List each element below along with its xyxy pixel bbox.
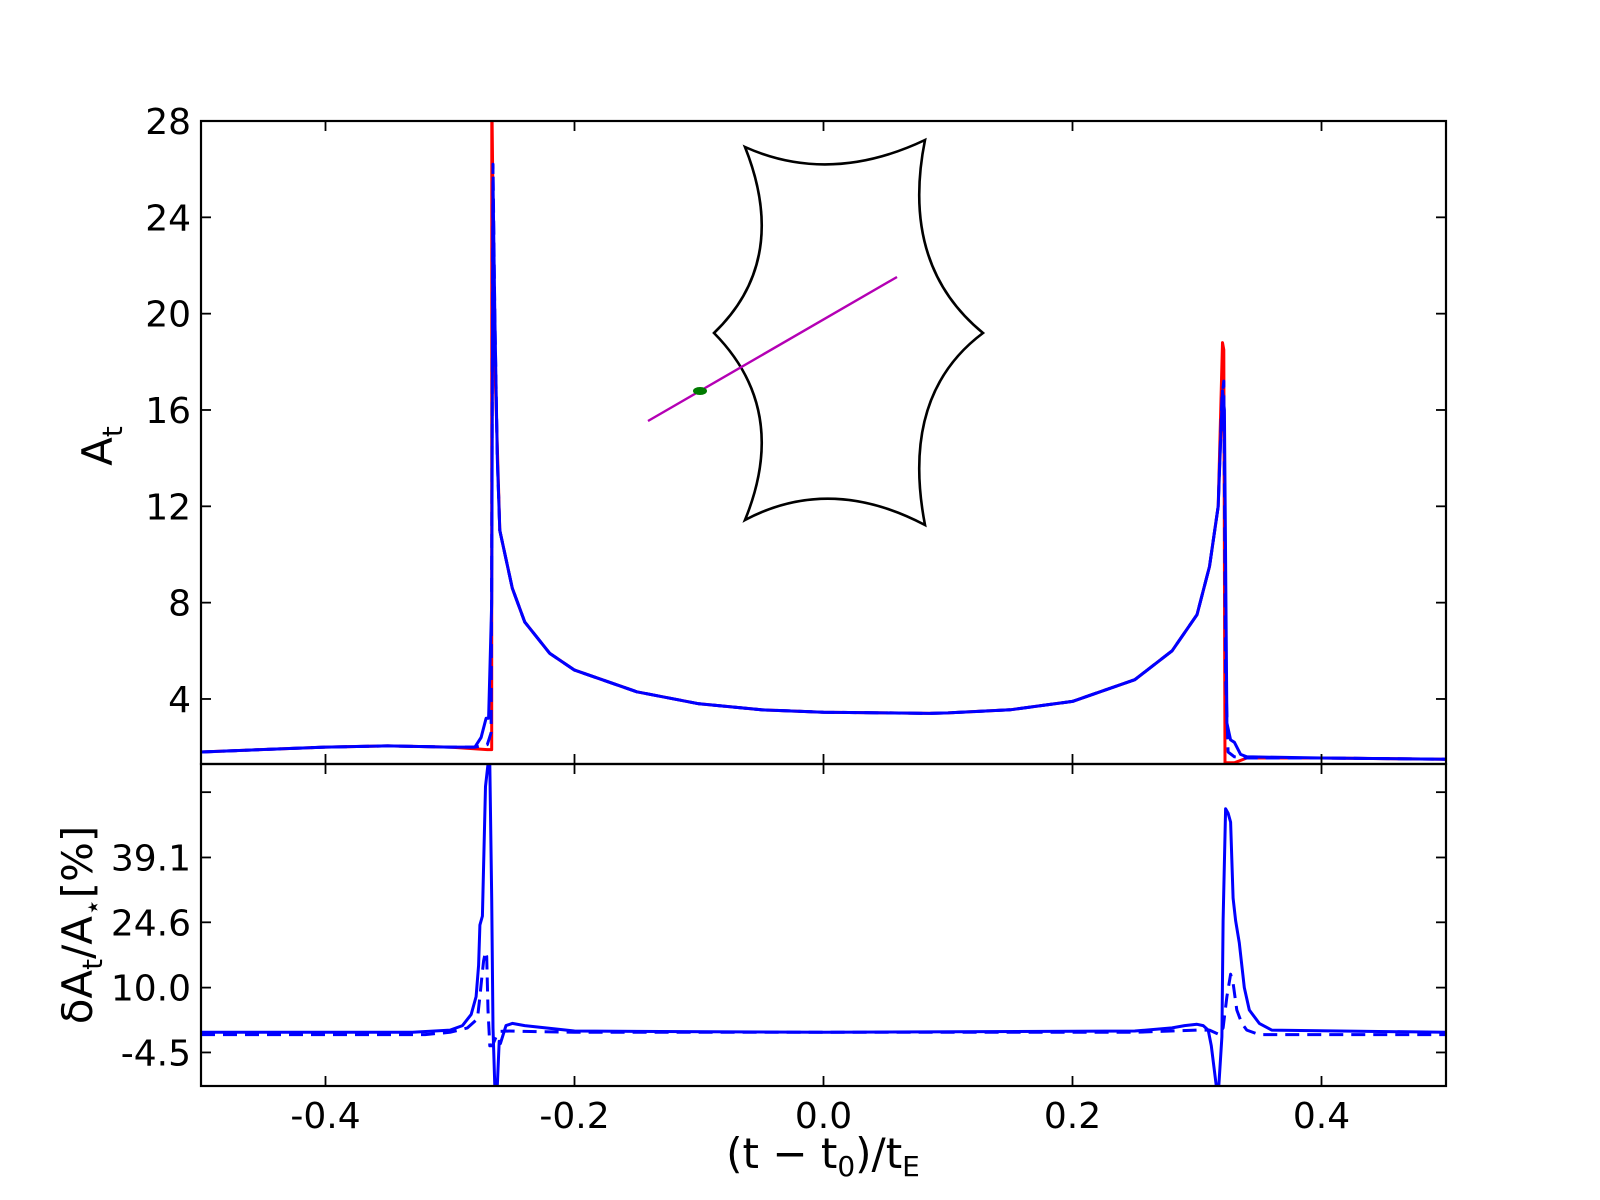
top-series-line-2 <box>201 179 1446 761</box>
top-y-tick-label: 24 <box>145 198 191 239</box>
top-y-tick-label: 8 <box>168 584 191 625</box>
bottom-y-tick-label: 39.1 <box>111 838 191 879</box>
top-panel-frame <box>199 119 1448 766</box>
top-series-line-0 <box>201 121 1446 764</box>
top-y-tick-label: 28 <box>145 102 191 143</box>
top-panel-marks <box>201 121 1446 764</box>
bottom-panel-marks <box>201 764 1446 1086</box>
bottom-series-line-0 <box>201 764 1446 1086</box>
top-y-tick-label: 20 <box>145 295 191 336</box>
top-y-axis-label: At <box>73 426 129 466</box>
bottom-x-ticks: -0.4 -0.2 0.0 0.2 0.4 <box>290 764 1350 1137</box>
top-y-tick-label: 16 <box>145 391 191 432</box>
x-tick-label: 0.0 <box>795 1096 852 1137</box>
top-series-line-1 <box>201 162 1446 761</box>
bottom-panel-frame <box>199 762 1448 1088</box>
bottom-y-axis-label: δAt/A⋆[%] <box>53 826 109 1025</box>
source-disk <box>693 387 707 395</box>
x-tick-label: 0.2 <box>1044 1096 1101 1137</box>
bottom-y-tick-label: 24.6 <box>111 903 191 944</box>
bottom-y-tick-label: -4.5 <box>121 1033 191 1074</box>
x-tick-label: 0.4 <box>1293 1096 1350 1137</box>
top-y-tick-label: 12 <box>145 487 191 528</box>
top-x-ticks <box>324 121 1323 764</box>
caustic-curve <box>712 137 986 528</box>
x-tick-label: -0.4 <box>290 1096 360 1137</box>
bottom-panel: -4.5 10.0 24.6 39.1 -0.4 -0.2 0.0 0.2 0.4 δAt/A… <box>53 762 1448 1183</box>
bottom-y-tick-label: 10.0 <box>111 969 191 1010</box>
caustic-inset <box>647 137 986 528</box>
source-trajectory <box>647 275 898 423</box>
top-y-ticks: 4 8 12 16 20 24 28 <box>145 102 1446 721</box>
top-y-tick-label: 4 <box>168 680 191 721</box>
x-tick-label: -0.2 <box>539 1096 609 1137</box>
x-axis-label: (t − t0)/tE <box>726 1129 920 1183</box>
bottom-y-ticks: -4.5 10.0 24.6 39.1 <box>111 791 1446 1074</box>
